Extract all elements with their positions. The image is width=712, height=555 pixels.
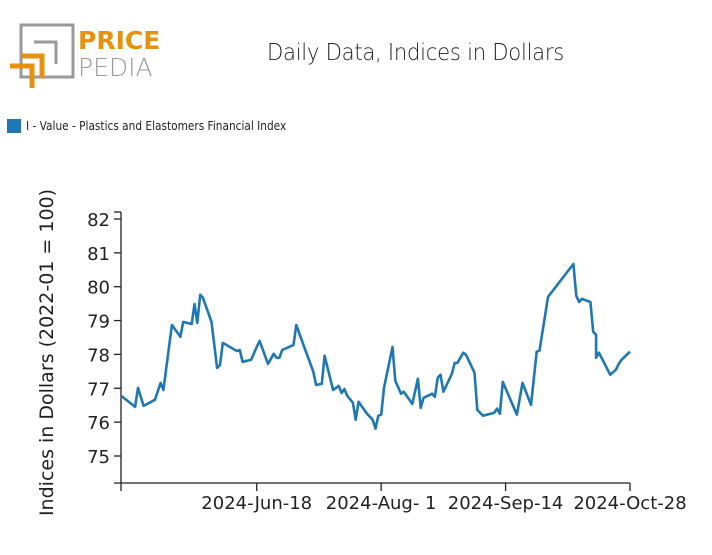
y-tick-label: 75 <box>87 447 110 468</box>
logo-text-pedia: PEDIA <box>78 53 153 82</box>
logo-arrow-inner <box>21 53 45 78</box>
series-line <box>120 262 631 430</box>
legend-label: I - Value - Plastics and Elastomers Fina… <box>26 119 287 133</box>
x-tick-label: 2024-Sep-14 <box>448 493 564 514</box>
legend[interactable]: I - Value - Plastics and Elastomers Fina… <box>7 119 322 133</box>
logo-square-outer <box>19 23 75 79</box>
x-axis: 2024-Jun-18 2024-Aug- 1 2024-Sep-14 2024-Oc… <box>114 482 687 514</box>
legend-swatch <box>7 119 21 133</box>
y-tick-label: 79 <box>87 312 110 333</box>
y-tick-label: 78 <box>87 345 110 366</box>
pricepedia-logo: PRICE PEDIA <box>10 23 160 88</box>
y-tick-label: 77 <box>87 379 110 400</box>
x-tick-label: 2024-Jun-18 <box>201 493 312 514</box>
y-tick-label: 82 <box>87 210 110 231</box>
logo-arrow-outer <box>10 63 35 88</box>
y-tick-label: 76 <box>87 413 110 434</box>
y-tick-label: 81 <box>87 244 110 265</box>
chart-title: Daily Data, Indices in Dollars <box>267 40 565 66</box>
x-tick-label: 2024-Oct-28 <box>573 493 686 514</box>
logo-square-inner <box>34 40 58 64</box>
y-tick-label: 80 <box>87 278 110 299</box>
series-group <box>120 262 631 430</box>
y-axis: 75 76 77 78 79 80 81 82 <box>87 210 122 483</box>
logo-text-price: PRICE <box>78 26 160 55</box>
x-tick-label: 2024-Aug- 1 <box>326 493 437 514</box>
y-axis-title: Indices in Dollars (2022-01 = 100) <box>36 189 58 516</box>
